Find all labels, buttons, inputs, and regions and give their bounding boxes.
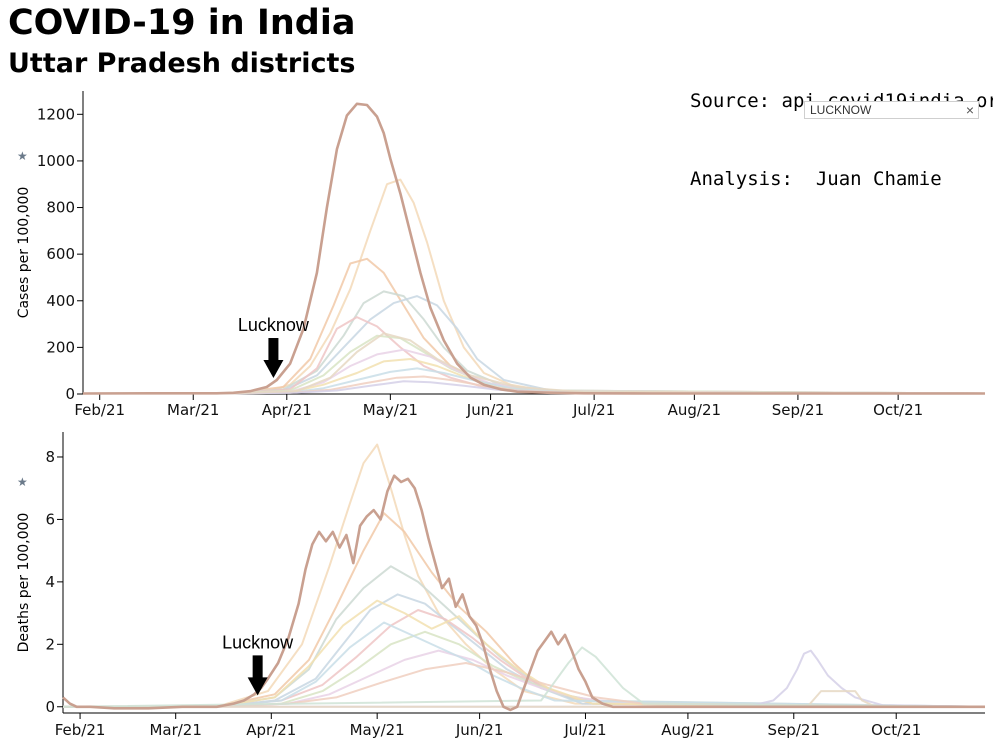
x-tick-label: Oct/21	[871, 721, 921, 739]
analysis-line: Analysis: Juan Chamie	[690, 168, 942, 190]
chart-panel-1: 0 200 400 600 800 1000 1200 Feb/21 Mar/21 Apr/21 M…	[16, 91, 986, 419]
y-axis-label: Deaths per 100,000	[16, 513, 32, 653]
x-tick-label: Oct/21	[873, 401, 923, 419]
district-line	[82, 332, 986, 395]
district-line	[63, 630, 986, 708]
district-line	[82, 334, 986, 395]
x-tick-label: May/21	[350, 721, 405, 739]
annotation-arrow-shaft	[268, 338, 279, 363]
lucknow-line[interactable]	[82, 102, 985, 395]
y-tick-label: 200	[46, 338, 75, 356]
y-tick-label: 1200	[37, 105, 75, 123]
y-tick-label: 0	[45, 698, 55, 716]
x-tick-label: Apr/21	[262, 401, 312, 419]
district-line	[62, 646, 986, 708]
y-tick-label: 2	[45, 635, 55, 653]
annotation-arrow-shaft	[252, 655, 263, 680]
y-tick-label: 400	[46, 292, 75, 310]
x-tick-label: Mar/21	[167, 401, 219, 419]
x-tick-label: Jul/21	[572, 401, 615, 419]
district-search-input[interactable]	[810, 103, 960, 117]
y-tick-label: 6	[45, 510, 55, 528]
district-line	[82, 316, 986, 395]
pin-icon[interactable]: ★	[17, 149, 28, 163]
x-tick-label: Mar/21	[149, 721, 201, 739]
district-line	[63, 649, 986, 708]
district-search-box[interactable]: ×	[804, 101, 979, 119]
y-tick-label: 0	[65, 385, 75, 403]
district-line	[82, 257, 986, 395]
x-tick-label: Sep/21	[772, 401, 824, 419]
district-line	[63, 443, 986, 708]
x-tick-label: Aug/21	[661, 721, 714, 739]
district-line	[82, 290, 986, 395]
x-tick-label: Aug/21	[668, 401, 721, 419]
district-line	[63, 599, 986, 708]
y-tick-label: 4	[45, 573, 55, 591]
chart-title: COVID-19 in India	[8, 3, 356, 43]
chart-panel-2: 0 2 4 6 8 Feb/21 Mar/21 Apr/21 May/21 Jun/21 Jul/2…	[16, 432, 986, 739]
clear-search-icon[interactable]: ×	[965, 102, 974, 118]
x-tick-label: Jun/21	[455, 721, 504, 739]
y-axis-label: Cases per 100,000	[16, 187, 32, 319]
pin-icon[interactable]: ★	[17, 475, 28, 489]
x-tick-label: Jun/21	[466, 401, 515, 419]
y-tick-label: 8	[45, 448, 55, 466]
annotation-arrow-head	[263, 360, 284, 379]
x-tick-label: Feb/21	[74, 401, 125, 419]
district-line	[82, 367, 986, 395]
x-tick-label: Apr/21	[246, 721, 296, 739]
district-line	[82, 295, 986, 395]
x-tick-label: Sep/21	[768, 721, 820, 739]
annotation-label: Lucknow	[222, 632, 294, 652]
x-tick-label: Feb/21	[55, 721, 106, 739]
district-line	[63, 621, 986, 708]
y-tick-label: 600	[46, 245, 75, 263]
x-tick-label: Jul/21	[563, 721, 606, 739]
district-line	[82, 178, 986, 395]
annotation-label: Lucknow	[238, 315, 310, 335]
y-tick-label: 800	[46, 199, 75, 217]
x-tick-label: May/21	[363, 401, 418, 419]
chart-subtitle: Uttar Pradesh districts	[8, 48, 356, 79]
y-tick-label: 1000	[37, 152, 75, 170]
annotation-arrow-head	[247, 677, 268, 696]
